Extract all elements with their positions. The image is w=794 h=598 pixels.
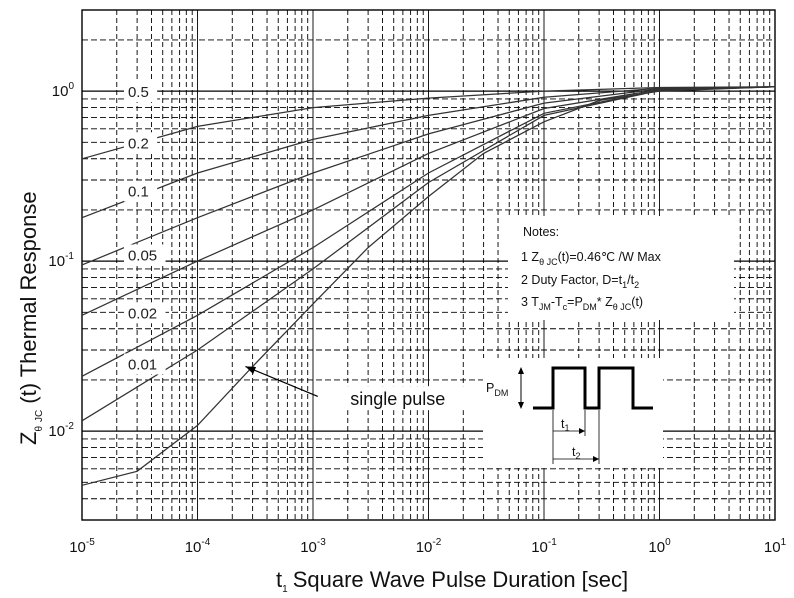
series-label-background xyxy=(123,302,166,324)
pdm-label: PDM xyxy=(486,381,508,398)
series-line xyxy=(81,86,776,486)
series-label: 0.01 xyxy=(128,356,157,373)
t1-label: t1 xyxy=(561,417,570,433)
pulse-waveform-diagram: PDM t1 t2 xyxy=(483,358,663,468)
series-label-background xyxy=(123,180,158,202)
series-label-background xyxy=(346,386,476,411)
series-line xyxy=(81,86,776,266)
note-line-3: 3 TJM-Tc=PDM* Zθ JC(t) xyxy=(521,295,643,312)
series-label: 0.5 xyxy=(128,84,149,101)
series-label: 0.05 xyxy=(128,248,157,265)
series-line xyxy=(81,86,776,422)
pulse-waveform xyxy=(533,366,653,410)
x-tick-label: 10-1 xyxy=(531,537,557,556)
y-tick-label: 100 xyxy=(52,81,75,100)
series-label: 0.1 xyxy=(128,183,149,200)
plot-frame xyxy=(81,9,776,521)
x-tick-labels: 10-5 10-4 10-3 10-2 10-1 100 101 xyxy=(69,537,786,556)
t2-label: t2 xyxy=(572,445,581,461)
series-line xyxy=(81,86,776,316)
x-tick-label: 100 xyxy=(648,537,671,556)
series-label: 0.2 xyxy=(128,135,149,152)
x-tick-label: 101 xyxy=(764,537,787,556)
single-pulse-arrow xyxy=(245,365,319,397)
series-label-background xyxy=(123,353,166,375)
t2-arrow xyxy=(593,456,599,462)
notes-heading: Notes: xyxy=(523,225,559,239)
y-axis-title: ZθJC(t) Thermal Response xyxy=(16,191,45,445)
series-label-background xyxy=(123,81,158,103)
notes-box: Notes: 1 Zθ JC(t)=0.46℃ /W Max 2 Duty Fa… xyxy=(508,216,734,320)
t1-arrow xyxy=(579,428,585,434)
x-axis-title: t1 Square Wave Pulse Duration [sec] xyxy=(276,567,628,595)
series-line xyxy=(81,86,776,160)
series-layer: 0.5 0.2 0.1 0.05 0.02 0.01 single pulse xyxy=(81,81,776,486)
y-tick-labels: 10-2 10-1 100 xyxy=(48,81,74,440)
x-tick-label: 10-4 xyxy=(185,537,211,556)
x-tick-label: 10-5 xyxy=(69,537,95,556)
y-tick-label: 10-1 xyxy=(48,251,74,270)
series-label: 0.02 xyxy=(128,305,157,322)
x-tick-label: 10-2 xyxy=(416,537,442,556)
x-tick-label: 10-3 xyxy=(300,537,326,556)
pdm-arrow-top xyxy=(518,367,524,374)
series-line xyxy=(81,86,776,219)
note-line-2: 2 Duty Factor, D=t1/t2 xyxy=(521,273,639,290)
series-label: single pulse xyxy=(350,389,445,409)
series-label-background xyxy=(123,132,158,154)
y-tick-label: 10-2 xyxy=(48,421,74,440)
notes-background xyxy=(508,216,734,320)
single-pulse-arrowhead xyxy=(245,366,257,374)
series-label-background xyxy=(123,244,166,266)
note-line-1: 1 Zθ JC(t)=0.46℃ /W Max xyxy=(521,250,662,267)
pdm-arrow-bottom xyxy=(518,402,524,409)
